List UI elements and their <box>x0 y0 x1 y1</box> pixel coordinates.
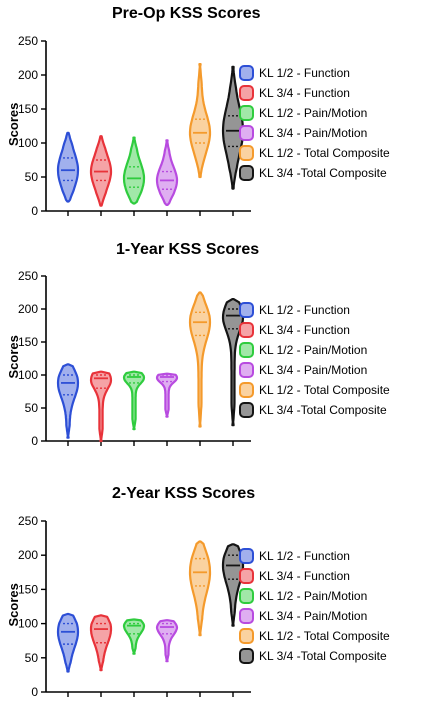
legend-label: KL 1/2 - Total Composite <box>259 383 390 397</box>
violin-3 <box>122 136 146 205</box>
chart-title: 1-Year KSS Scores <box>116 241 259 258</box>
legend-swatch <box>239 588 254 604</box>
y-axis-label: Scores <box>6 583 21 626</box>
legend-label: KL 3/4 - Function <box>259 569 350 583</box>
violin-1 <box>56 131 80 203</box>
y-tick-label: 0 <box>31 434 38 448</box>
y-tick-label: 150 <box>18 335 38 349</box>
legend-swatch <box>239 125 254 141</box>
violin-1 <box>56 612 80 673</box>
legend-swatch <box>239 628 254 644</box>
y-tick-label: 200 <box>18 68 38 82</box>
y-tick-label: 0 <box>31 204 38 218</box>
violin-4 <box>155 372 179 418</box>
legend-swatch <box>239 105 254 121</box>
violin-5 <box>188 62 212 179</box>
y-tick-label: 250 <box>18 34 38 48</box>
violin-5 <box>188 291 212 428</box>
y-tick-label: 150 <box>18 582 38 596</box>
legend-swatch <box>239 342 254 358</box>
legend-swatch <box>239 608 254 624</box>
violin-3 <box>122 370 146 431</box>
y-tick-label: 50 <box>25 170 39 184</box>
y-tick-label: 150 <box>18 102 38 116</box>
legend-label: KL 3/4 - Function <box>259 323 350 337</box>
chart-panel-2: 1-Year KSS Scores Scores 0 50 100 150 200 250 KL… <box>6 241 390 448</box>
legend-label: KL 1/2 - Total Composite <box>259 629 390 643</box>
violin-3 <box>122 618 146 655</box>
legend-swatch <box>239 85 254 101</box>
y-tick-label: 100 <box>18 136 38 150</box>
legend-label: KL 3/4 - Pain/Motion <box>259 609 367 623</box>
y-axis-label: Scores <box>6 335 21 378</box>
violin-5 <box>188 540 212 637</box>
violin-6 <box>221 298 245 427</box>
y-tick-label: 100 <box>18 617 38 631</box>
violin-2 <box>89 370 113 443</box>
y-axis-label: Scores <box>6 103 21 146</box>
y-tick-label: 50 <box>25 651 39 665</box>
y-tick-label: 250 <box>18 514 38 528</box>
legend-swatch <box>239 322 254 338</box>
legend-swatch <box>239 362 254 378</box>
legend-label: KL 1/2 - Function <box>259 66 350 80</box>
y-tick-label: 50 <box>25 401 39 415</box>
y-tick-label: 250 <box>18 269 38 283</box>
legend-label: KL 3/4 - Pain/Motion <box>259 363 367 377</box>
chart-title: Pre-Op KSS Scores <box>112 5 261 22</box>
y-tick-label: 0 <box>31 685 38 699</box>
chart-panel-3: 2-Year KSS Scores Scores 0 50 100 150 200 250 KL… <box>6 485 390 699</box>
legend-label: KL 1/2 - Pain/Motion <box>259 343 367 357</box>
legend-label: KL 3/4 - Function <box>259 86 350 100</box>
chart-panel-1: Pre-Op KSS Scores Scores 0 50 100 150 200 250 KL… <box>6 5 390 218</box>
legend-label: KL 3/4 - Pain/Motion <box>259 126 367 140</box>
y-tick-label: 100 <box>18 368 38 382</box>
chart-title: 2-Year KSS Scores <box>112 485 255 502</box>
legend-swatch <box>239 648 254 664</box>
legend-label: KL 1/2 - Pain/Motion <box>259 589 367 603</box>
legend-swatch <box>239 65 254 81</box>
legend-swatch <box>239 402 254 418</box>
legend-swatch <box>239 382 254 398</box>
y-tick-label: 200 <box>18 302 38 316</box>
legend-swatch <box>239 548 254 564</box>
legend-label: KL 3/4 -Total Composite <box>259 166 387 180</box>
legend-label: KL 1/2 - Total Composite <box>259 146 390 160</box>
legend-swatch <box>239 165 254 181</box>
legend-swatch <box>239 568 254 584</box>
legend-label: KL 3/4 -Total Composite <box>259 403 387 417</box>
legend-label: KL 1/2 - Function <box>259 549 350 563</box>
legend-label: KL 1/2 - Pain/Motion <box>259 106 367 120</box>
violin-4 <box>155 619 179 663</box>
legend-label: KL 3/4 -Total Composite <box>259 649 387 663</box>
legend-swatch <box>239 302 254 318</box>
violin-4 <box>155 139 179 206</box>
legend-swatch <box>239 145 254 161</box>
legend-label: KL 1/2 - Function <box>259 303 350 317</box>
y-tick-label: 200 <box>18 548 38 562</box>
